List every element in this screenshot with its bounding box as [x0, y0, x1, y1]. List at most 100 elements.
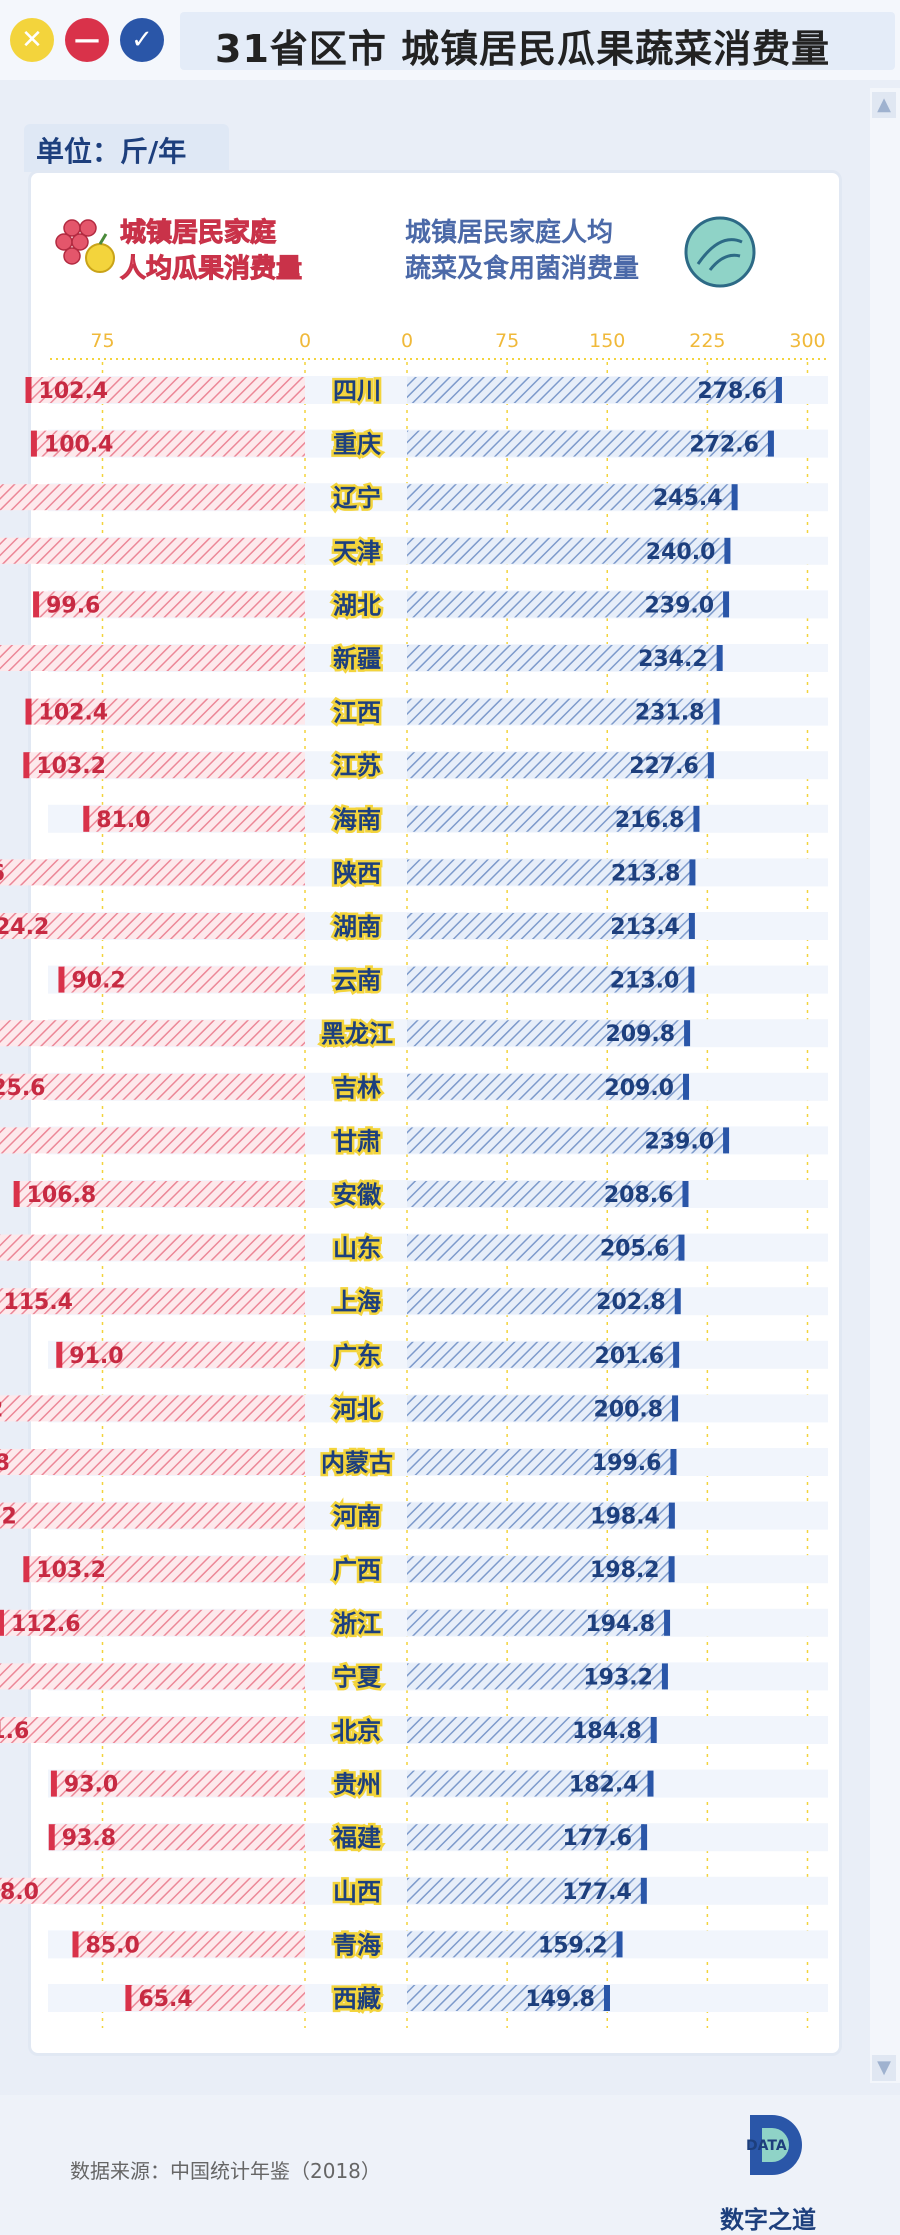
- fruit-bar: [128, 1985, 305, 2011]
- veg-bar: [407, 1877, 644, 1904]
- veg-bar-cap: [723, 591, 730, 618]
- fruit-bar-cap: [33, 591, 40, 618]
- chart-row: 91.0 广东 201.6: [48, 1339, 828, 1372]
- veg-bar: [407, 1770, 651, 1797]
- legend-veg: 城镇居民家庭人均 蔬菜及食用菌消费量: [405, 215, 639, 287]
- province-label: 云南: [333, 967, 381, 995]
- scroll-up-arrow-icon[interactable]: ▲: [872, 92, 896, 118]
- fruit-value-label: 131.6: [0, 1719, 29, 1744]
- unit-tab: [24, 124, 229, 172]
- province-label: 湖南: [333, 913, 381, 941]
- province-label: 甘肃: [333, 1127, 381, 1155]
- fruit-bar: [0, 1502, 305, 1529]
- chart-row: 106.8 安徽 208.6: [13, 1179, 828, 1212]
- legend-veg-line1: 城镇居民家庭人均: [405, 218, 614, 248]
- page-title: 31省区市 城镇居民瓜果蔬菜消费量: [215, 27, 831, 71]
- chart-row: 99.6 湖北 239.0: [33, 589, 828, 622]
- left-tick-label: 0: [299, 330, 311, 352]
- veg-bar-cap: [689, 859, 696, 886]
- fruit-bar-cap: [50, 1770, 57, 1797]
- veg-value-label: 216.8: [615, 808, 685, 833]
- fruit-bar: [0, 484, 306, 511]
- fruit-value-label: 138.8: [0, 1451, 10, 1476]
- province-label: 江西: [333, 699, 381, 727]
- fruit-bar: [0, 1234, 306, 1261]
- minimize-icon[interactable]: —: [65, 18, 109, 62]
- province-label: 内蒙古: [321, 1449, 393, 1477]
- veg-bar-cap: [673, 1341, 680, 1368]
- veg-value-label: 194.8: [585, 1612, 655, 1637]
- veg-bar: [407, 1181, 686, 1207]
- veg-bar: [407, 1824, 645, 1851]
- veg-bar-cap: [670, 1449, 677, 1475]
- fruit-bar: [36, 591, 306, 618]
- chart-row: 85.0 青海 159.2: [48, 1929, 828, 1962]
- fruit-bar-cap: [125, 1985, 132, 2011]
- chart-row: 81.0 海南 216.8: [48, 803, 828, 836]
- fruit-value-label: 91.0: [69, 1344, 123, 1369]
- fruit-bar: [33, 430, 306, 457]
- fruit-bar: [26, 752, 306, 779]
- province-label: 贵州: [333, 1771, 381, 1799]
- close-icon[interactable]: ✕: [10, 18, 54, 62]
- veg-bar-cap: [668, 1502, 675, 1529]
- veg-value-label: 199.6: [592, 1451, 662, 1476]
- fruit-value-label: 140.6: [0, 861, 5, 886]
- fruit-bar: [0, 1127, 306, 1154]
- fruit-bar-cap: [23, 1556, 30, 1583]
- chart-row: 93.8 福建 177.6: [48, 1822, 828, 1855]
- fruit-bar: [0, 1020, 305, 1047]
- logo-text: DATA: [746, 2138, 787, 2154]
- scrollbar[interactable]: [870, 88, 900, 2083]
- veg-bar: [407, 1609, 668, 1636]
- fruit-bar: [28, 377, 306, 403]
- fruit-value-label: 106.8: [27, 1183, 97, 1208]
- veg-bar-cap: [678, 1234, 685, 1261]
- province-label: 天津: [333, 538, 381, 566]
- province-label: 上海: [333, 1288, 381, 1316]
- chart-row: 136.2 河南 198.4: [0, 1500, 828, 1533]
- fruit-bar-cap: [0, 1609, 4, 1636]
- veg-value-label: 240.0: [646, 540, 716, 565]
- veg-bar-cap: [713, 698, 720, 725]
- chart-row: 102.4 四川 278.6: [25, 375, 828, 408]
- right-tick-label: 150: [589, 330, 625, 352]
- veg-bar: [407, 1395, 676, 1422]
- fruit-value-label: 102.4: [39, 379, 109, 404]
- veg-value-label: 239.0: [644, 593, 714, 618]
- veg-bar-cap: [668, 1556, 675, 1583]
- fruit-value-label: 99.6: [46, 593, 100, 618]
- province-label: 辽宁: [333, 484, 381, 512]
- veg-bar-cap: [640, 1877, 647, 1904]
- fruit-bar: [86, 805, 305, 832]
- fruit-bar-cap: [25, 377, 32, 403]
- veg-bar-cap: [684, 1020, 691, 1047]
- veg-value-label: 202.8: [596, 1290, 666, 1315]
- province-label: 广东: [333, 1342, 381, 1370]
- fruit-value-label: 112.6: [11, 1612, 81, 1637]
- scroll-down-arrow-icon[interactable]: ▼: [872, 2055, 896, 2081]
- province-label: 广西: [333, 1556, 381, 1584]
- chart-row: 142.2 黑龙江 209.8: [0, 1018, 828, 1051]
- fruit-value-label: 103.2: [36, 754, 106, 779]
- fruit-value-label: 93.0: [64, 1773, 118, 1798]
- fruit-bar-cap: [56, 1341, 63, 1368]
- veg-bar-cap: [641, 1824, 648, 1851]
- chart-row: 143.6新疆234.2: [0, 643, 828, 676]
- unit-label: 单位：斤/年: [36, 135, 187, 168]
- fruit-bar-cap: [58, 966, 65, 993]
- chart-row: 161.0山东205.6: [0, 1232, 828, 1265]
- fruit-value-label: 81.0: [96, 808, 150, 833]
- fruit-bar: [0, 859, 305, 886]
- chart-row: 65.4 西藏 149.8: [48, 1983, 828, 2016]
- confirm-icon[interactable]: ✓: [120, 18, 164, 62]
- fruit-value-label: 124.2: [0, 915, 49, 940]
- veg-value-label: 198.2: [590, 1558, 660, 1583]
- fruit-bar: [0, 913, 305, 939]
- veg-bar: [407, 1717, 654, 1743]
- veg-bar-cap: [672, 1395, 679, 1422]
- veg-value-label: 159.2: [538, 1933, 608, 1958]
- veg-bar-cap: [674, 1288, 681, 1315]
- cabbage-icon: [684, 216, 756, 288]
